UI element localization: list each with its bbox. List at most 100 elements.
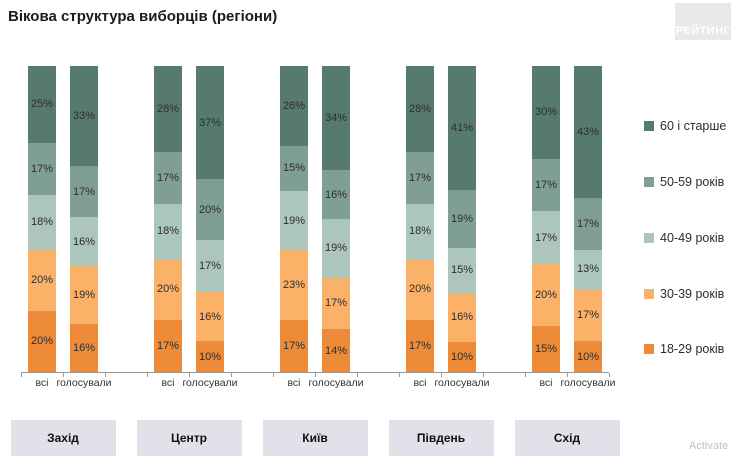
x-axis-tick — [189, 373, 190, 377]
segment-value-label: 17% — [534, 178, 558, 191]
stacked-bar: 30% 17% 17% 20% 15% — [532, 66, 560, 372]
legend-label: 50-59 років — [660, 175, 725, 189]
segment-value-label: 17% — [408, 339, 432, 352]
segment-value-label: 20% — [534, 288, 558, 301]
legend-item: 18-29 років — [644, 342, 724, 356]
segment-value-label: 14% — [324, 344, 348, 357]
x-axis-tick — [63, 373, 64, 377]
rating-logo-text: РЕЙТИНГ — [675, 25, 731, 37]
segment-value-label: 30% — [534, 106, 558, 119]
bar-segment: 17% — [406, 151, 434, 204]
bar-segment: 23% — [280, 249, 308, 320]
bar-category-label: голосували — [308, 377, 364, 389]
segment-value-label: 17% — [30, 162, 54, 175]
legend-swatch — [644, 289, 654, 299]
stacked-bar: 28% 17% 18% 20% 17% — [154, 66, 182, 372]
rating-logo: РЕЙТИНГ — [675, 3, 731, 40]
segment-value-label: 41% — [450, 122, 474, 135]
segment-value-label: 10% — [450, 350, 474, 363]
bar-category-label: всі — [35, 377, 49, 389]
bar-segment: 14% — [322, 329, 350, 372]
segment-value-label: 18% — [156, 225, 180, 238]
bar-segment: 17% — [280, 319, 308, 372]
bar-segment: 18% — [154, 203, 182, 259]
region-label: Захід — [10, 420, 116, 456]
bar-segment: 25% — [28, 66, 56, 143]
legend-swatch — [644, 121, 654, 131]
segment-value-label: 15% — [282, 162, 306, 175]
segment-value-label: 10% — [576, 350, 600, 363]
bar-segment: 17% — [532, 158, 560, 212]
legend-swatch — [644, 344, 654, 354]
legend-label: 60 і старше — [660, 119, 727, 133]
segment-value-label: 17% — [198, 260, 222, 273]
segment-value-label: 19% — [72, 288, 96, 301]
bar-segment: 28% — [154, 66, 182, 152]
x-axis-tick — [567, 373, 568, 377]
stacked-bar: 28% 17% 18% 20% 17% — [406, 66, 434, 372]
segment-value-label: 16% — [72, 341, 96, 354]
bar-segment: 10% — [574, 341, 602, 372]
segment-value-label: 17% — [156, 171, 180, 184]
bar-segment: 17% — [532, 211, 560, 264]
segment-value-label: 17% — [534, 231, 558, 244]
region-label: Центр — [136, 420, 242, 456]
segment-value-label: 15% — [450, 264, 474, 277]
legend-label: 30-39 років — [660, 287, 725, 301]
x-axis-tick — [315, 373, 316, 377]
bar-segment: 15% — [532, 325, 560, 372]
stacked-bar: 34% 16% 19% 17% 14% — [322, 66, 350, 372]
bar-segment: 19% — [280, 191, 308, 250]
bar-segment: 26% — [280, 66, 308, 146]
bar-segment: 34% — [322, 66, 350, 171]
segment-value-label: 20% — [198, 203, 222, 216]
x-axis-tick — [231, 373, 232, 377]
stacked-bar: 26% 15% 19% 23% 17% — [280, 66, 308, 372]
bar-segment: 20% — [532, 263, 560, 326]
bar-segment: 37% — [196, 66, 224, 180]
x-axis-tick — [441, 373, 442, 377]
bar-segment: 43% — [574, 66, 602, 198]
bar-segment: 17% — [322, 277, 350, 330]
bar-segment: 16% — [196, 292, 224, 342]
segment-value-label: 19% — [324, 242, 348, 255]
x-axis-tick — [147, 373, 148, 377]
legend-label: 18-29 років — [660, 342, 725, 356]
bar-segment: 16% — [448, 293, 476, 342]
bar-segment: 17% — [574, 197, 602, 250]
bar-segment: 15% — [280, 145, 308, 192]
bar-segment: 17% — [406, 319, 434, 372]
x-axis-tick — [21, 373, 22, 377]
segment-value-label: 33% — [72, 109, 96, 122]
segment-value-label: 16% — [324, 188, 348, 201]
bar-category-label: голосували — [560, 377, 616, 389]
bar-segment: 10% — [448, 341, 476, 372]
segment-value-label: 20% — [408, 283, 432, 296]
bar-segment: 20% — [28, 310, 56, 372]
segment-value-label: 28% — [156, 102, 180, 115]
activate-watermark: Activate — [689, 440, 729, 452]
bar-segment: 20% — [154, 258, 182, 320]
legend-item: 50-59 років — [644, 175, 724, 189]
bar-category-label: голосували — [182, 377, 238, 389]
bar-segment: 13% — [574, 249, 602, 290]
bar-category-label: всі — [539, 377, 553, 389]
legend-item: 40-49 років — [644, 231, 724, 245]
segment-value-label: 34% — [324, 112, 348, 125]
segment-value-label: 43% — [576, 125, 600, 138]
x-axis-tick — [105, 373, 106, 377]
region-label: Схід — [514, 420, 620, 456]
segment-value-label: 25% — [30, 98, 54, 111]
bar-segment: 17% — [28, 142, 56, 195]
segment-value-label: 20% — [156, 283, 180, 296]
segment-value-label: 37% — [198, 116, 222, 129]
stacked-bar: 43% 17% 13% 17% 10% — [574, 66, 602, 372]
bar-segment: 18% — [28, 194, 56, 250]
x-axis-tick — [609, 373, 610, 377]
segment-value-label: 20% — [30, 335, 54, 348]
bar-segment: 17% — [196, 240, 224, 293]
bar-segment: 19% — [322, 218, 350, 278]
bar-segment: 15% — [448, 247, 476, 294]
bar-segment: 16% — [70, 323, 98, 372]
